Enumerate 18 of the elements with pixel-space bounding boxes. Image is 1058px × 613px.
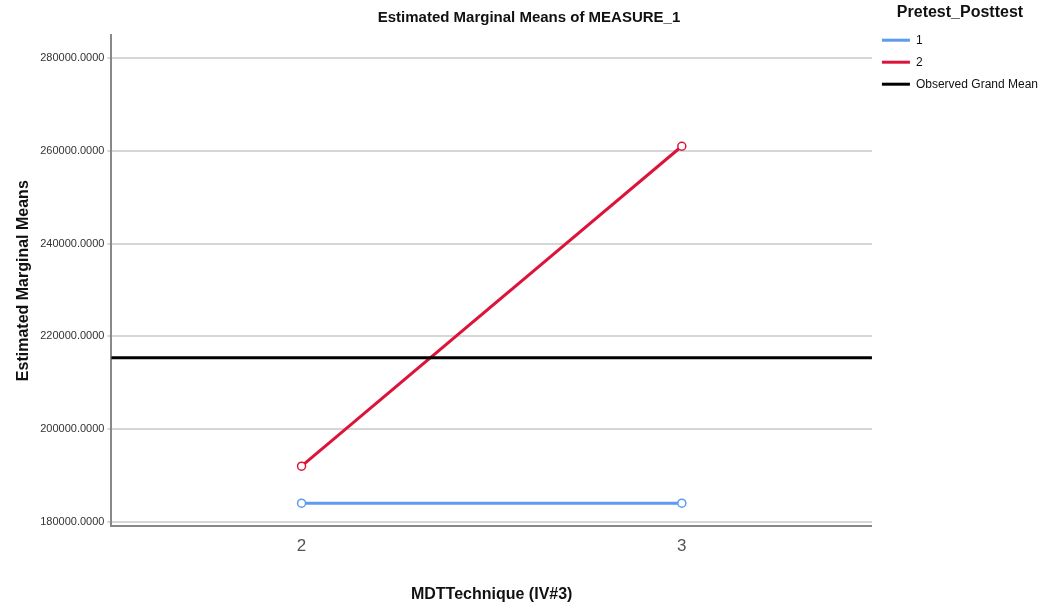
y-tick-label: 280000.0000 (40, 51, 105, 64)
y-axis-title: Estimated Marginal Means (14, 180, 32, 382)
point (677, 141, 687, 152)
legend-label: 1 (915, 32, 923, 47)
x-tick-label: 3 (677, 536, 687, 556)
y-tick-label: 180000.0000 (40, 514, 105, 527)
y-tick-label: 240000.0000 (40, 236, 105, 249)
y-tick-label: 260000.0000 (40, 143, 105, 156)
y-tick-label: 200000.0000 (40, 422, 105, 435)
chart-title: Estimated Marginal Means of MEASURE_1 (377, 8, 681, 26)
x-axis-title: MDTTechnique (IV#3) (410, 584, 573, 602)
point (677, 498, 687, 508)
legend-label: 2 (915, 54, 923, 69)
y-tick-label: 220000.0000 (40, 329, 105, 342)
point (296, 461, 307, 471)
legend-title: Pretest_Posttest (896, 3, 1024, 21)
point (296, 498, 307, 508)
legend-label: Observed Grand Mean (915, 76, 1038, 91)
